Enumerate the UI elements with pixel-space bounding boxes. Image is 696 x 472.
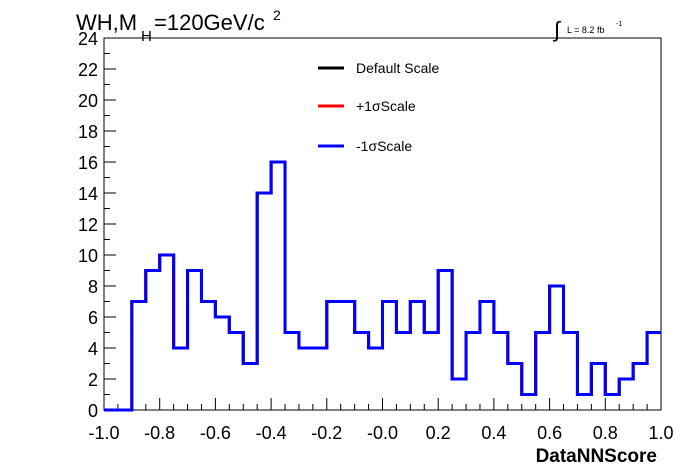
- y-tick-label: 8: [88, 277, 98, 297]
- legend: Default Scale +1σScale -1σScale: [318, 60, 439, 154]
- x-axis: -1.0 -0.8 -0.6 -0.4 -0.2 -0.0 0.2 0.4 0.6 0.8 1.0: [88, 398, 674, 443]
- y-tick-label: 2: [88, 370, 98, 390]
- y-tick-label: 22: [78, 60, 98, 80]
- y-tick-label: 6: [88, 308, 98, 328]
- y-tick-label: 16: [78, 153, 98, 173]
- legend-label: -1σScale: [356, 138, 412, 154]
- y-tick-label: 14: [78, 184, 98, 204]
- x-tick-label: 0.4: [481, 423, 506, 443]
- x-axis-label: DataNNScore: [536, 446, 657, 467]
- chart-title: WH,M H =120GeV/c 2: [76, 7, 281, 45]
- title-subscript: H: [141, 28, 152, 45]
- integral-symbol: ∫: [552, 17, 562, 42]
- title-rest: =120GeV/c: [154, 10, 265, 35]
- y-tick-label: 18: [78, 122, 98, 142]
- x-tick-label: 0.8: [593, 423, 618, 443]
- title-superscript: 2: [273, 7, 281, 23]
- legend-label: +1σScale: [356, 98, 416, 114]
- y-tick-label: 0: [88, 401, 98, 421]
- y-tick-label: 10: [78, 246, 98, 266]
- x-tick-label: -0.8: [144, 423, 175, 443]
- lumi-superscript: -1: [616, 21, 622, 28]
- x-tick-label: -1.0: [88, 423, 119, 443]
- legend-label: Default Scale: [356, 60, 439, 76]
- x-tick-label: 1.0: [648, 423, 673, 443]
- x-tick-label: 0.6: [537, 423, 562, 443]
- y-tick-label: 4: [88, 339, 98, 359]
- series-line: [104, 160, 661, 412]
- y-tick-label: 24: [78, 29, 98, 49]
- luminosity-label: ∫ L = 8.2 fb -1: [552, 17, 622, 42]
- title-main: WH,M: [76, 10, 137, 35]
- histogram-series: [104, 160, 661, 412]
- x-tick-label: -0.0: [367, 423, 398, 443]
- x-tick-label: -0.4: [256, 423, 287, 443]
- x-tick-label: -0.6: [200, 423, 231, 443]
- y-tick-label: 12: [78, 215, 98, 235]
- lumi-text: L = 8.2 fb: [567, 25, 604, 35]
- y-tick-label: 20: [78, 91, 98, 111]
- x-tick-label: -0.2: [311, 423, 342, 443]
- x-tick-label: 0.2: [426, 423, 451, 443]
